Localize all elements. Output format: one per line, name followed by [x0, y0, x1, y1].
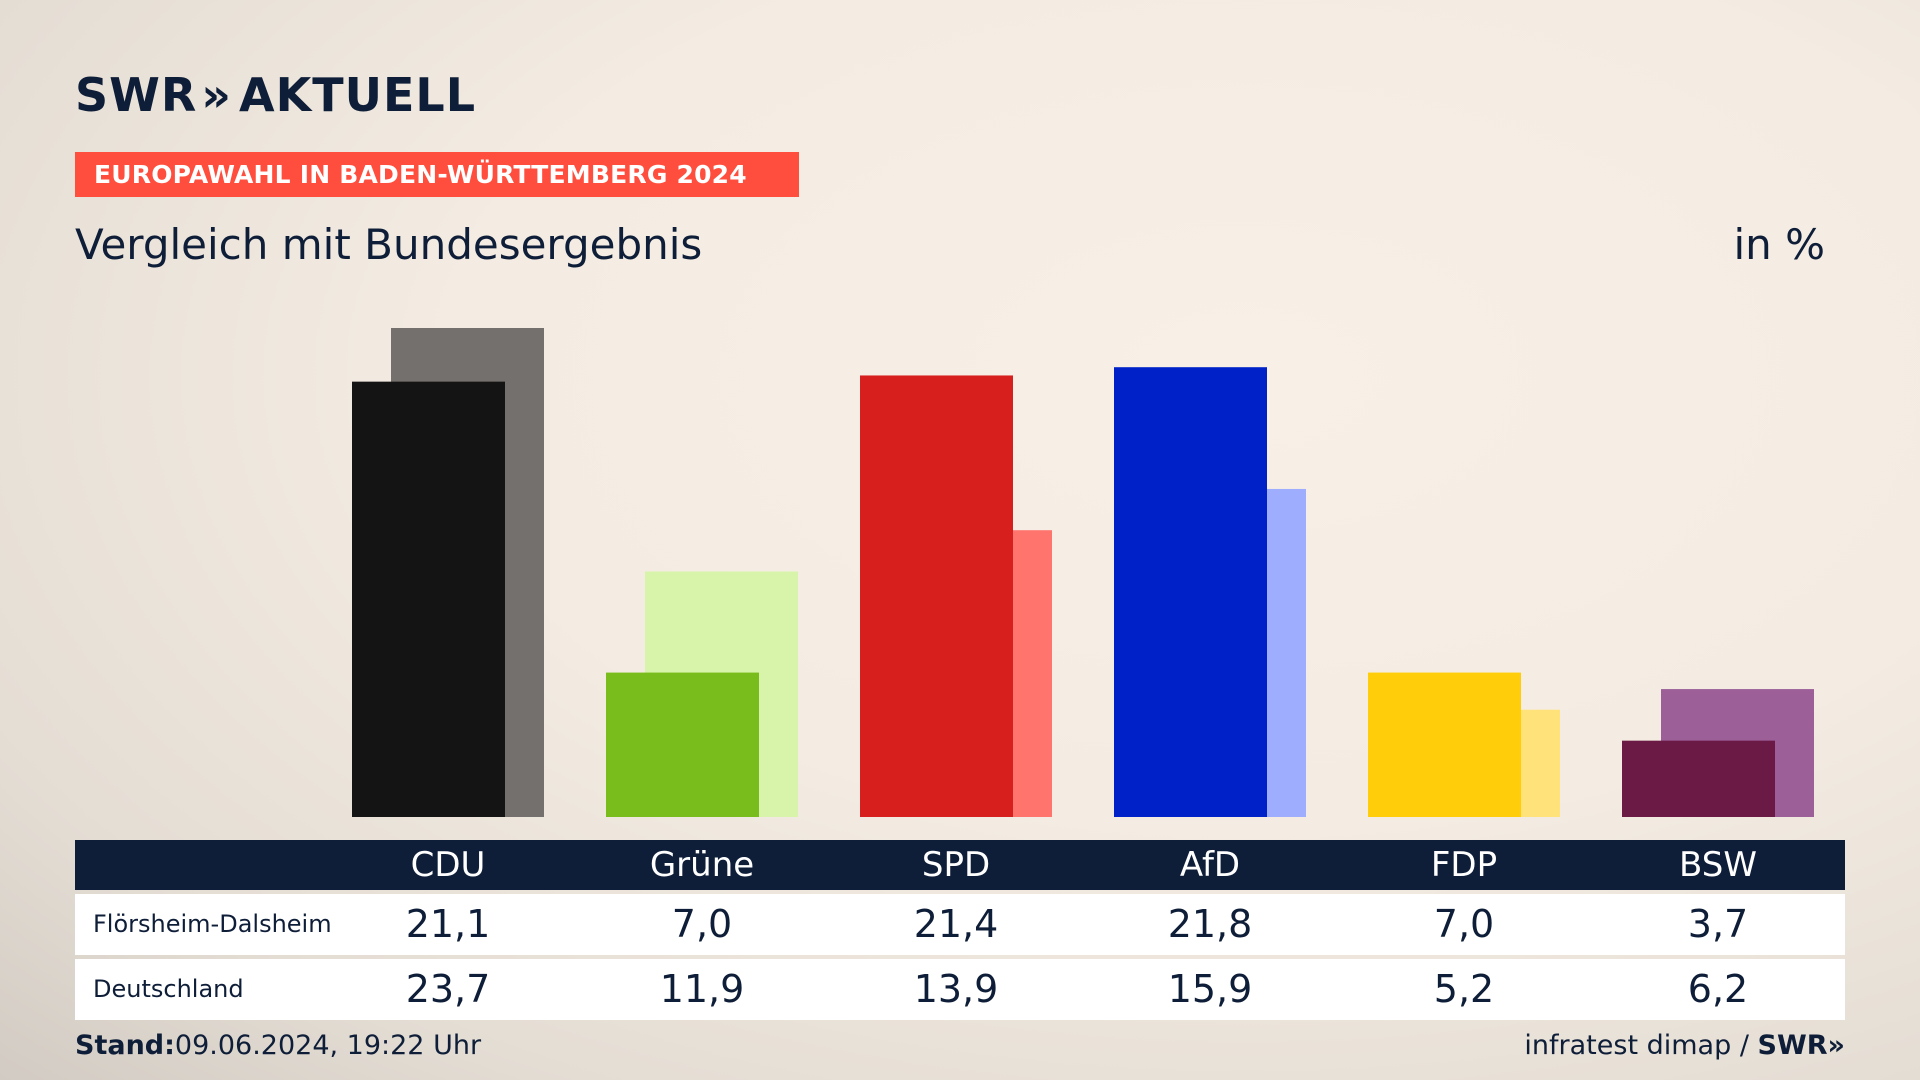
- row-label: Deutschland: [93, 975, 244, 1003]
- party-header: BSW: [1679, 845, 1757, 885]
- logo-swr-text: SWR: [75, 68, 198, 122]
- timestamp: Stand:09.06.2024, 19:22 Uhr: [75, 1030, 481, 1061]
- bar-chart: [352, 328, 1814, 817]
- table-cell-value: 23,7: [405, 967, 491, 1011]
- table-cell-value: 3,7: [1687, 902, 1749, 946]
- table-cell-value: 5,2: [1433, 967, 1495, 1011]
- swr-aktuell-logo: SWR» AKTUELL: [75, 68, 476, 122]
- table-row: Deutschland 23,7 11,9 13,9 15,9 5,2 6,2: [75, 959, 1845, 1020]
- party-header: AfD: [1179, 845, 1241, 885]
- table-header: CDU Grüne SPD AfD FDP BSW: [75, 840, 1845, 890]
- source-text: infratest dimap /: [1524, 1030, 1749, 1061]
- logo-aktuell-text: AKTUELL: [239, 68, 477, 122]
- table-cell-value: 15,9: [1167, 967, 1253, 1011]
- bar-floersheim-cdu: [352, 381, 505, 817]
- table-cell-value: 6,2: [1687, 967, 1749, 1011]
- table-cell-value: 13,9: [913, 967, 999, 1011]
- stand-label: Stand:: [75, 1030, 175, 1061]
- party-header: CDU: [410, 845, 486, 885]
- source-credit: infratest dimap / SWR»: [1524, 1030, 1845, 1061]
- table-row: Flörsheim-Dalsheim 21,1 7,0 21,4 21,8 7,0 3,7: [75, 894, 1845, 955]
- bar-floersheim-spd: [860, 375, 1013, 817]
- election-banner: EUROPAWAHL IN BADEN-WÜRTTEMBERG 2024: [75, 152, 799, 197]
- party-header: FDP: [1430, 845, 1498, 885]
- bar-floersheim-afd: [1114, 367, 1267, 817]
- bar-floersheim-grne: [606, 672, 759, 817]
- chart-subtitle: Vergleich mit Bundesergebnis: [75, 220, 703, 269]
- bar-floersheim-fdp: [1368, 672, 1521, 817]
- swr-mini-logo: SWR»: [1757, 1030, 1845, 1061]
- table-cell-value: 21,4: [913, 902, 999, 946]
- table-cell-value: 7,0: [671, 902, 733, 946]
- table-cell-value: 11,9: [659, 967, 745, 1011]
- party-header: Grüne: [649, 845, 755, 885]
- bar-floersheim-bsw: [1622, 740, 1775, 817]
- results-table: CDU Grüne SPD AfD FDP BSW Flörsheim-Dalsheim …: [75, 840, 1845, 1020]
- party-header: SPD: [921, 845, 991, 885]
- table-cell-value: 7,0: [1433, 902, 1495, 946]
- table-cell-value: 21,1: [405, 902, 491, 946]
- unit-label: in %: [1733, 220, 1825, 269]
- table-cell-value: 21,8: [1167, 902, 1253, 946]
- row-label: Flörsheim-Dalsheim: [93, 910, 332, 938]
- stand-value: 09.06.2024, 19:22 Uhr: [174, 1030, 482, 1061]
